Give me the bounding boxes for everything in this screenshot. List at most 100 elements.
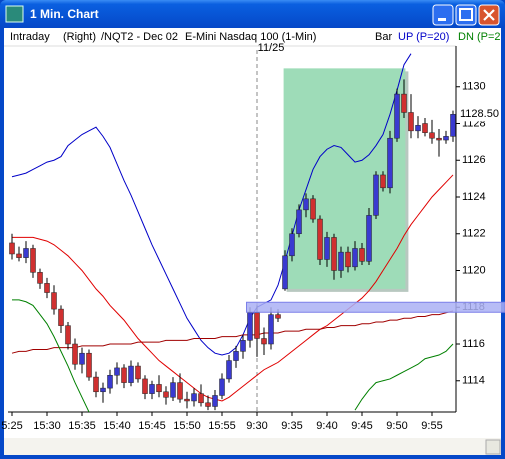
candle-body xyxy=(296,209,302,235)
candle-body xyxy=(240,340,246,352)
candle-body xyxy=(184,398,190,402)
last-price-label: 1128.50 xyxy=(460,108,499,120)
session-label: 11/25 xyxy=(258,42,285,54)
candle-body xyxy=(142,378,148,394)
candle-body xyxy=(93,376,99,393)
candle-body xyxy=(373,174,379,216)
x-tick-label: 9:50 xyxy=(386,420,407,432)
candle-body xyxy=(282,255,288,290)
candle-body xyxy=(30,248,36,273)
candle-body xyxy=(219,378,225,396)
window-icon xyxy=(5,5,24,23)
candle-body xyxy=(205,402,211,407)
header-label: E-Mini Nasdaq 100 (1-Min) xyxy=(185,31,316,43)
candle-body xyxy=(429,132,435,139)
candle-body xyxy=(317,218,323,260)
candle-body xyxy=(436,137,442,141)
candle-body xyxy=(408,112,414,132)
y-tick-label: 1124 xyxy=(462,191,486,203)
candle-body xyxy=(128,365,134,383)
candle-body xyxy=(366,215,372,262)
client-area xyxy=(4,28,501,455)
candle-body xyxy=(9,242,15,255)
x-tick-label: 15:40 xyxy=(103,420,131,432)
highlight-box xyxy=(283,68,406,289)
indicator-line xyxy=(12,299,90,412)
y-tick-label: 1120 xyxy=(462,264,486,276)
candle-body xyxy=(359,248,365,262)
candle-body xyxy=(121,367,127,383)
candle-body xyxy=(380,174,386,189)
candle-body xyxy=(254,312,260,339)
candle-body xyxy=(51,292,57,310)
candle-body xyxy=(226,360,232,380)
candle-body xyxy=(79,352,85,365)
candle-body xyxy=(422,123,428,133)
candle-body xyxy=(100,387,106,393)
candle-body xyxy=(310,198,316,220)
candle-body xyxy=(198,393,204,404)
legend-entry: UP (P=20) xyxy=(398,31,449,43)
candle-body xyxy=(23,248,29,258)
last-price-tag xyxy=(457,107,501,122)
min-button[interactable] xyxy=(432,4,454,26)
candle-body xyxy=(72,343,78,365)
candle-body xyxy=(289,233,295,257)
x-tick-label: 15:45 xyxy=(138,420,166,432)
x-tick-label: 9:30 xyxy=(246,420,267,432)
status-strip xyxy=(4,438,501,455)
candle-body xyxy=(107,374,113,389)
candle-body xyxy=(170,382,176,398)
y-tick-label: 1128 xyxy=(462,117,486,129)
x-tick-label: 5:25 xyxy=(1,420,22,432)
y-tick-label: 1114 xyxy=(462,375,485,387)
x-tick-label: 15:55 xyxy=(208,420,236,432)
candle-body xyxy=(65,325,71,345)
x-tick-label: 9:55 xyxy=(421,420,442,432)
candle-body xyxy=(156,384,162,393)
x-tick-label: 9:45 xyxy=(351,420,372,432)
y-tick-label: 1122 xyxy=(462,228,486,240)
header-label: /NQT2 - Dec 02 xyxy=(101,31,178,43)
candle-body xyxy=(247,312,253,341)
indicator-line xyxy=(11,53,412,356)
candle-body xyxy=(149,384,155,394)
x-tick-label: 15:35 xyxy=(68,420,96,432)
candle-body xyxy=(58,308,64,326)
x-tick-label: 9:35 xyxy=(281,420,302,432)
header-label: Bar xyxy=(375,31,392,43)
plot xyxy=(9,50,456,412)
x-tick-label: 15:50 xyxy=(173,420,201,432)
indicator-line xyxy=(354,343,454,411)
candle-body xyxy=(415,125,421,132)
candle-body xyxy=(324,237,330,260)
window-title: 1 Min. Chart xyxy=(30,7,99,21)
candle-body xyxy=(44,283,50,293)
x-tick-label: 9:40 xyxy=(316,420,337,432)
candle-body xyxy=(16,253,22,258)
candle-body xyxy=(387,137,393,189)
header-label: Intraday xyxy=(10,31,50,43)
candle-body xyxy=(352,248,358,268)
candle-body xyxy=(86,352,92,378)
candle-body xyxy=(394,93,400,139)
indicator-line xyxy=(11,310,454,354)
indicator-line xyxy=(12,174,454,402)
title-bar xyxy=(0,0,505,28)
y-tick-label: 1130 xyxy=(462,81,486,93)
resize-grip[interactable] xyxy=(485,439,501,455)
y-tick-label: 1126 xyxy=(462,154,486,166)
candle-body xyxy=(443,136,449,141)
close-button[interactable] xyxy=(478,4,500,26)
candle-body xyxy=(191,393,197,402)
candle-body xyxy=(135,365,141,380)
candle-body xyxy=(114,367,120,376)
candle-body xyxy=(450,114,456,137)
candle-body xyxy=(401,93,407,113)
header-label: (Right) xyxy=(63,31,96,43)
candle-body xyxy=(37,272,43,284)
candle-body xyxy=(177,382,183,400)
max-button[interactable] xyxy=(455,4,477,26)
